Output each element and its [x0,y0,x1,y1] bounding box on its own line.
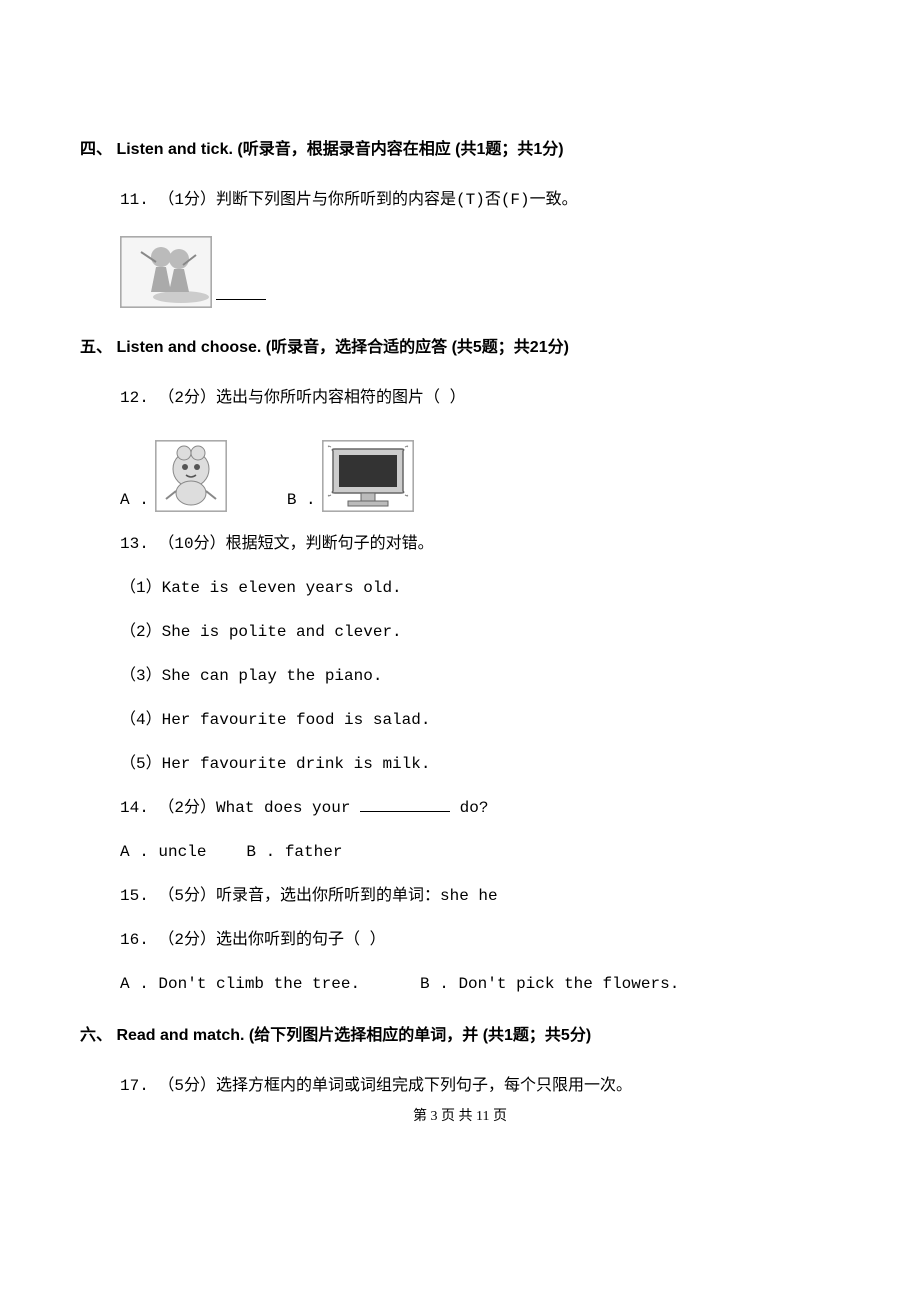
question-14: 14. （2分）What does your do? [120,796,840,820]
section-5-title: 五、 Listen and choose. (听录音，选择合适的应答 (共5题；… [80,336,840,360]
q12-optB-label: B . [287,488,316,512]
question-13: 13. （10分）根据短文，判断句子的对错。 [120,532,840,556]
question-11-image-block [120,236,840,308]
q13-sub-5: （5）Her favourite drink is milk. [120,752,840,776]
q13-sub-2: （2）She is polite and clever. [120,620,840,644]
q14-text-b: do? [450,799,488,817]
q16-options: A . Don't climb the tree. B . Don't pick … [120,972,840,996]
q14-option-a[interactable]: A . uncle [120,843,206,861]
q14-text-a: 14. （2分）What does your [120,799,360,817]
q14-blank[interactable] [360,797,450,812]
q12-image-a-icon [155,440,227,512]
q13-sub-1: （1）Kate is eleven years old. [120,576,840,600]
q13-sub-4: （4）Her favourite food is salad. [120,708,840,732]
section-6-title: 六、 Read and match. (给下列图片选择相应的单词，并 (共1题；… [80,1024,840,1048]
q13-sub-3: （3）She can play the piano. [120,664,840,688]
q11-image-icon [120,236,212,308]
q12-option-a[interactable]: A . [120,440,227,512]
q16-option-a[interactable]: A . Don't climb the tree. [120,975,360,993]
q12-optA-label: A . [120,488,149,512]
section-4-title: 四、 Listen and tick. (听录音，根据录音内容在相应 (共1题；… [80,138,840,162]
q12-option-b[interactable]: B . [287,440,414,512]
question-17: 17. （5分）选择方框内的单词或词组完成下列句子，每个只限用一次。 [120,1074,840,1098]
q12-image-b-icon [322,440,414,512]
page-content: 四、 Listen and tick. (听录音，根据录音内容在相应 (共1题；… [0,0,920,1167]
question-12: 12. （2分）选出与你所听内容相符的图片（ ） [120,386,840,410]
question-16: 16. （2分）选出你听到的句子（ ） [120,928,840,952]
question-15: 15. （5分）听录音，选出你所听到的单词：she he [120,884,840,908]
question-12-options: A . B . [120,440,840,512]
q11-answer-blank[interactable] [216,285,266,300]
question-11: 11. （1分）判断下列图片与你所听到的内容是(T)否(F)一致。 [120,188,840,212]
page-footer: 第 3 页 共 11 页 [80,1106,840,1127]
q14-options: A . uncle B . father [120,840,840,864]
q14-option-b[interactable]: B . father [246,843,342,861]
q16-option-b[interactable]: B . Don't pick the flowers. [420,975,679,993]
